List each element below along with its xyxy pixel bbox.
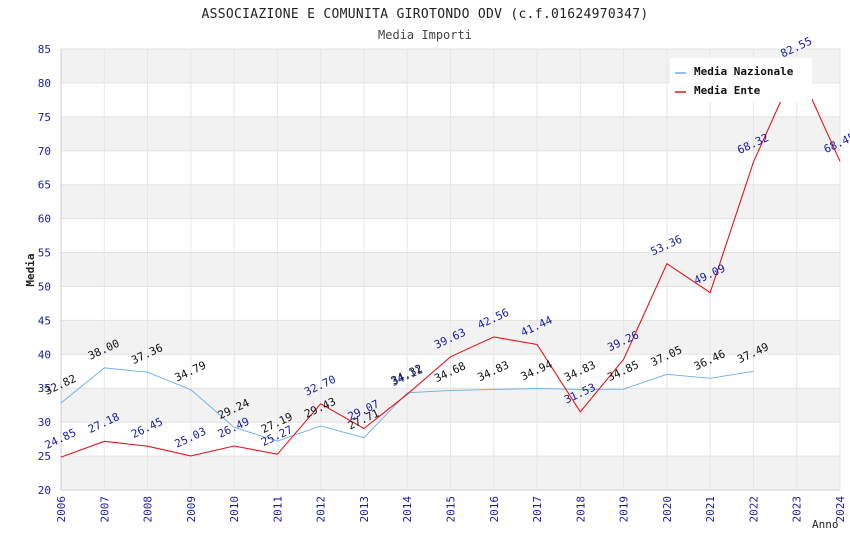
chart-title: ASSOCIAZIONE E COMUNITA GIROTONDO ODV (c… [202, 7, 649, 22]
y-tick-label: 50 [38, 280, 51, 293]
y-tick-label: 85 [38, 43, 51, 56]
x-tick-label: 2015 [445, 496, 458, 523]
x-tick-label: 2023 [791, 496, 804, 523]
x-tick-label: 2009 [185, 496, 198, 523]
series-line-media-nazionale [60, 367, 754, 442]
x-tick-label: 2021 [704, 496, 717, 523]
y-tick-label: 65 [38, 179, 51, 192]
y-tick-label: 45 [38, 314, 51, 327]
y-tick-label: 30 [38, 416, 51, 429]
x-tick-labels: 2006 2007 2008 2009 2010 2011 2012 2013 2014 2015… [55, 496, 847, 523]
x-tick-label: 2008 [142, 496, 155, 523]
legend-box [670, 58, 812, 102]
x-tick-label: 2024 [834, 496, 847, 523]
x-tick-label: 2011 [271, 496, 284, 523]
x-tick-label: 2014 [401, 496, 414, 523]
y-tick-label: 75 [38, 111, 51, 124]
legend-label-media-ente: Media Ente [694, 84, 761, 97]
y-tick-label: 20 [38, 484, 51, 497]
y-tick-label: 80 [38, 77, 51, 90]
chart-subtitle: Media Importi [378, 28, 472, 42]
y-tick-label: 55 [38, 247, 51, 260]
legend-label-media-nazionale: Media Nazionale [694, 65, 794, 78]
x-tick-label: 2007 [98, 496, 111, 523]
series-line-media-ente [60, 64, 841, 458]
x-axis-label: Anno [812, 518, 839, 531]
y-tick-label: 40 [38, 348, 51, 361]
x-tick-label: 2010 [228, 496, 241, 523]
x-tick-label: 2020 [661, 496, 674, 523]
y-tick-label: 35 [38, 382, 51, 395]
x-tick-label: 2016 [488, 496, 501, 523]
x-tick-label: 2018 [574, 496, 587, 523]
y-tick-label: 60 [38, 213, 51, 226]
x-tick-label: 2006 [55, 496, 68, 523]
y-tick-label: 25 [38, 450, 51, 463]
x-tick-label: 2019 [618, 496, 631, 523]
axes [60, 49, 840, 491]
x-tick-label: 2012 [315, 496, 328, 523]
series-lines [60, 64, 841, 458]
legend: Media Nazionale Media Ente [670, 58, 812, 102]
x-tick-label: 2022 [747, 496, 760, 523]
y-tick-labels: 20 25 30 35 40 45 50 55 60 65 70 75 80 85 [38, 43, 51, 497]
y-tick-label: 70 [38, 145, 51, 158]
x-tick-label: 2013 [358, 496, 371, 523]
y-axis-label: Media [24, 253, 37, 286]
x-tick-label: 2017 [531, 496, 544, 523]
